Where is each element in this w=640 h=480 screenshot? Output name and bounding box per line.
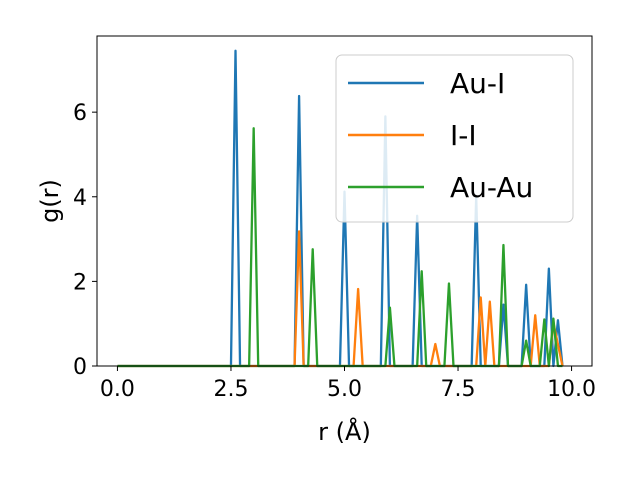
legend-label-i-i: I-I <box>450 119 477 152</box>
legend-box <box>335 54 574 223</box>
y-axis-label: g(r) <box>36 179 64 223</box>
x-tick-label: 7.5 <box>441 377 476 402</box>
legend-label-au-au: Au-Au <box>450 171 533 204</box>
x-tick-label: 5.0 <box>327 377 362 402</box>
x-tick-label: 0.0 <box>100 377 135 402</box>
x-axis-ticks: 0.0 2.5 5.0 7.5 10.0 <box>100 366 596 402</box>
legend: Au-I I-I Au-Au <box>335 54 574 223</box>
y-tick-label: 2 <box>73 270 87 295</box>
x-tick-label: 2.5 <box>213 377 248 402</box>
x-tick-label: 10.0 <box>547 377 596 402</box>
y-tick-label: 0 <box>73 355 87 380</box>
series-line-au-au <box>117 127 563 368</box>
y-tick-label: 6 <box>73 101 87 126</box>
y-axis-ticks: 0 2 4 6 <box>73 101 97 380</box>
y-tick-label: 4 <box>73 186 87 211</box>
legend-label-au-i: Au-I <box>450 67 505 100</box>
x-axis-label: r (Å) <box>318 417 371 446</box>
